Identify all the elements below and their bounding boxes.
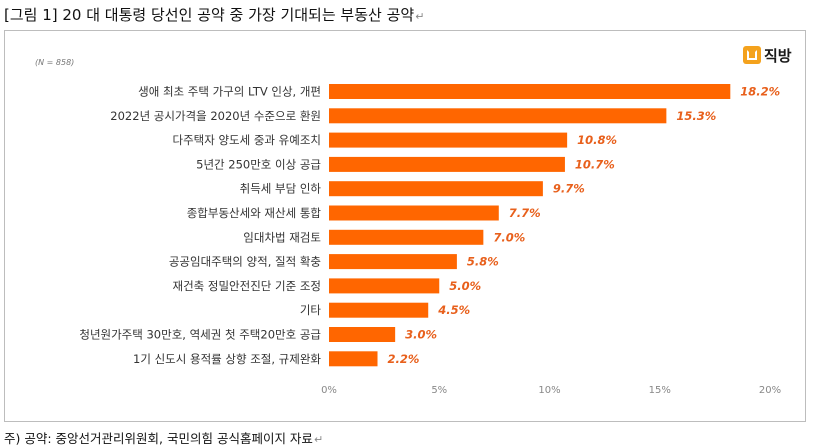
- category-label: 청년원가주택 30만호, 역세권 첫 주택20만호 공급: [79, 328, 321, 342]
- category-label: 2022년 공시가격을 2020년 수준으로 환원: [110, 109, 321, 123]
- x-axis: 0% 5% 10% 15% 20%: [321, 385, 781, 396]
- bar: [329, 205, 499, 221]
- value-label: 4.5%: [437, 303, 470, 317]
- bar: [329, 108, 667, 124]
- value-label: 15.3%: [676, 109, 716, 123]
- value-label: 3.0%: [405, 328, 437, 342]
- bar: [329, 132, 568, 148]
- category-label: 취득세 부담 인하: [240, 182, 322, 196]
- category-label: 생애 최초 주택 가구의 LTV 인상, 개편: [138, 85, 321, 99]
- bar: [329, 302, 429, 318]
- category-label: 임대차법 재검토: [243, 230, 321, 244]
- value-label: 7.7%: [509, 206, 541, 220]
- bar: [329, 181, 543, 197]
- figure-title-text: [그림 1] 20 대 대통령 당선인 공약 중 가장 기대되는 부동산 공약: [4, 6, 415, 24]
- category-label: 5년간 250만호 이상 공급: [196, 157, 321, 171]
- category-label: 1기 신도시 용적률 상향 조절, 규제완화: [133, 352, 321, 366]
- bar: [329, 351, 378, 367]
- value-label: 5.8%: [467, 255, 499, 269]
- bars: [329, 84, 731, 367]
- value-label: 18.2%: [740, 85, 780, 99]
- source-footnote-text: 주) 공약: 중앙선거관리위원회, 국민의힘 공식홈페이지 자료: [4, 431, 313, 446]
- paragraph-return-mark: ↵: [415, 10, 425, 23]
- x-tick-label: 20%: [759, 385, 781, 396]
- x-tick-label: 10%: [538, 385, 560, 396]
- bar-chart: 생애 최초 주택 가구의 LTV 인상, 개편 2022년 공시가격을 2020년…: [79, 84, 781, 396]
- footnote-return-mark: ↵: [313, 433, 324, 446]
- value-label: 10.7%: [575, 157, 615, 171]
- bar: [329, 254, 457, 270]
- chart-frame: (N = 858) 직방: [4, 30, 806, 422]
- value-label: 9.7%: [553, 182, 585, 196]
- category-label: 종합부동산세와 재산세 통합: [187, 206, 322, 220]
- bar: [329, 156, 565, 172]
- logo-text: 직방: [764, 46, 792, 65]
- bar: [329, 84, 731, 99]
- source-footnote: 주) 공약: 중앙선거관리위원회, 국민의힘 공식홈페이지 자료↵: [4, 428, 323, 447]
- zigbang-logo: 직방: [743, 44, 792, 66]
- value-label: 10.8%: [577, 133, 617, 147]
- value-label: 5.0%: [449, 279, 481, 293]
- category-label: 기타: [300, 303, 322, 317]
- value-label: 7.0%: [493, 230, 525, 244]
- x-tick-label: 0%: [321, 385, 337, 396]
- figure-title: [그림 1] 20 대 대통령 당선인 공약 중 가장 기대되는 부동산 공약↵: [4, 4, 424, 25]
- bar: [329, 229, 484, 245]
- category-label: 공공임대주택의 양적, 질적 확충: [169, 255, 321, 269]
- category-label: 재건축 정밀안전진단 기준 조정: [172, 279, 321, 293]
- category-label: 다주택자 양도세 중과 유예조치: [172, 133, 321, 147]
- bar: [329, 278, 440, 294]
- value-labels: 18.2% 15.3% 10.8% 10.7% 9.7% 7.7% 7.0% 5.8% 5.0%…: [388, 85, 781, 366]
- bar: [329, 327, 396, 342]
- zigbang-house-logo-icon: [743, 46, 761, 64]
- sample-size-label: (N = 858): [35, 58, 75, 67]
- x-tick-label: 15%: [649, 385, 671, 396]
- x-tick-label: 5%: [431, 385, 447, 396]
- category-labels: 생애 최초 주택 가구의 LTV 인상, 개편 2022년 공시가격을 2020년…: [79, 85, 321, 366]
- value-label: 2.2%: [388, 352, 420, 366]
